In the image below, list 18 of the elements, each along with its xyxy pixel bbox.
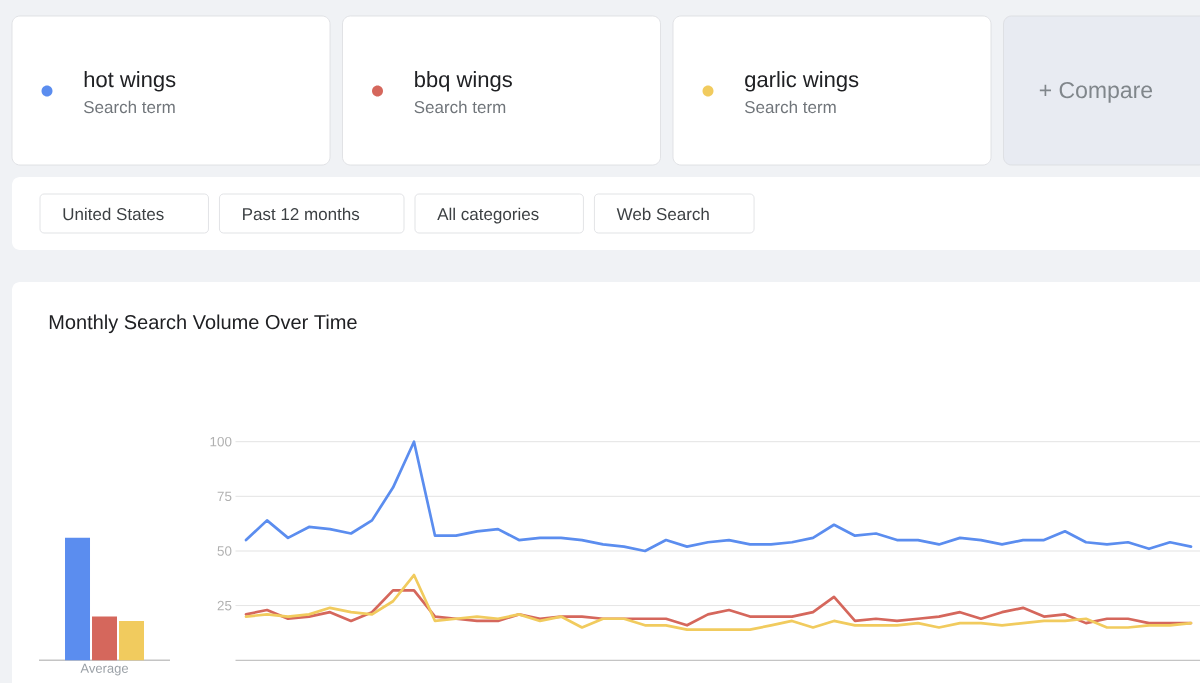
text: Search term bbox=[83, 100, 175, 114]
text: Web Search bbox=[616, 207, 709, 221]
y-tick-label: 100 bbox=[210, 436, 232, 447]
legend-label: bbq wings bbox=[415, 71, 512, 92]
legend-label: hot wings bbox=[84, 71, 176, 92]
y-tick-label: 50 bbox=[217, 546, 232, 556]
text: Search term bbox=[414, 100, 506, 114]
text: Search term bbox=[744, 100, 836, 114]
chart-title: Monthly Search Volume Over Time bbox=[49, 314, 357, 334]
y-tick-label: 25 bbox=[217, 600, 232, 611]
text: United States bbox=[63, 207, 164, 221]
x-tick-label: Average bbox=[80, 663, 129, 676]
legend-label: garlic wings bbox=[745, 71, 859, 92]
y-tick-label: 75 bbox=[217, 491, 232, 502]
text: + Compare bbox=[1039, 81, 1153, 103]
line-series bbox=[244, 440, 1193, 553]
text: Past 12 months bbox=[243, 207, 360, 221]
text: All categories bbox=[437, 207, 539, 224]
